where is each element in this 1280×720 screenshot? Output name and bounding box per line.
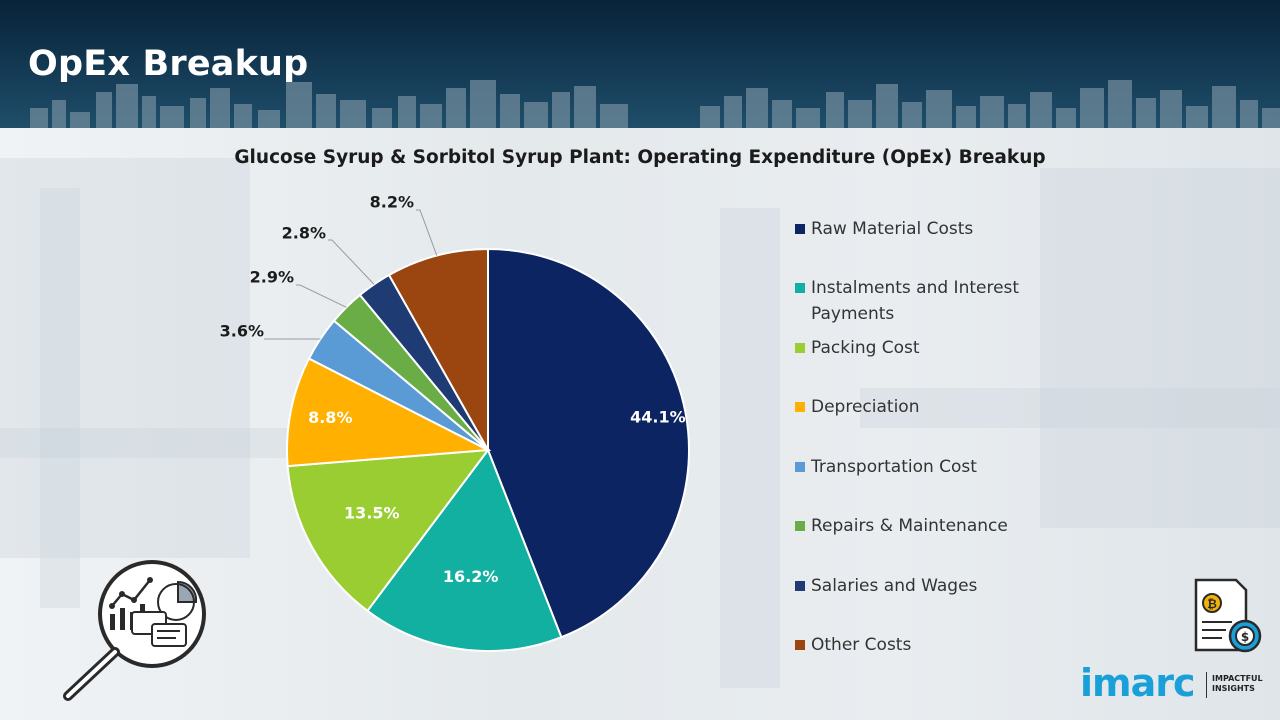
data-label-1: 44.1% (630, 407, 686, 426)
data-label-2: 16.2% (443, 567, 499, 586)
chart-title: Glucose Syrup & Sorbitol Syrup Plant: Op… (234, 147, 1046, 168)
header-banner: OpEx Breakup (0, 0, 1280, 128)
legend-label: Other Costs (811, 635, 912, 655)
svg-text:₿: ₿ (1207, 597, 1217, 611)
data-label-7: 2.8% (282, 224, 326, 243)
page-title: OpEx Breakup (28, 44, 309, 84)
data-label-3: 13.5% (344, 504, 400, 523)
leader-line-8 (416, 209, 438, 256)
pie-slice-4 (286, 357, 492, 468)
logo-brand: imarc (1080, 661, 1196, 705)
legend-label: Repairs & Maintenance (811, 516, 1008, 536)
legend-item-6: Repairs & Maintenance (795, 513, 1055, 539)
legend-swatch (795, 343, 805, 353)
legend-label: Depreciation (811, 397, 920, 417)
legend-label: Packing Cost (811, 338, 920, 358)
leader-line-7 (328, 239, 375, 285)
data-label-5: 3.6% (220, 322, 264, 341)
data-labels: 44.1% 16.2% 13.5% 8.8% 3.6% 2.9% 2.8% 8.2% (220, 193, 686, 586)
pie-slice-8 (387, 247, 489, 454)
pie-slices (286, 247, 690, 652)
leader-lines (264, 209, 438, 340)
leader-line-6 (296, 284, 347, 308)
logo-tagline-1: IMPACTFUL (1212, 674, 1263, 683)
legend-swatch (795, 640, 805, 650)
imarc-logo: imarc IMPACTFUL INSIGHTS (1080, 658, 1270, 708)
legend-item-5: Transportation Cost (795, 454, 1055, 480)
pie-slice-3 (286, 448, 491, 613)
cost-document-icon: ₿ $ (1194, 578, 1262, 653)
logo-divider (1206, 672, 1207, 698)
legend-item-1: Raw Material Costs (795, 216, 1055, 242)
data-label-8: 8.2% (370, 193, 414, 212)
legend-label: Raw Material Costs (811, 219, 974, 239)
legend-label: Transportation Cost (811, 457, 977, 477)
svg-text:$: $ (1241, 630, 1249, 644)
legend-item-7: Salaries and Wages (795, 573, 1055, 599)
pie-slice-1 (487, 247, 690, 639)
pie-slice-2 (366, 447, 563, 652)
legend-item-3: Packing Cost (795, 335, 1055, 361)
logo-tagline-2: INSIGHTS (1212, 684, 1255, 693)
data-label-6: 2.9% (250, 268, 294, 287)
legend-label: Salaries and Wages (811, 576, 978, 596)
legend-item-8: Other Costs (795, 632, 1055, 658)
magnifier-analytics-icon (63, 560, 206, 701)
legend-swatch (795, 283, 805, 293)
legend-swatch (795, 581, 805, 591)
legend-swatch (795, 402, 805, 412)
legend-item-4: Depreciation (795, 394, 1055, 420)
data-label-4: 8.8% (308, 408, 352, 427)
logo-tagline: IMPACTFUL INSIGHTS (1212, 674, 1263, 694)
legend-swatch (795, 224, 805, 234)
legend-label: Instalments and Interest Payments (811, 278, 1020, 324)
legend-item-2: Instalments and Interest Payments (795, 275, 1055, 327)
skyline-decoration (30, 80, 1280, 128)
legend-swatch (795, 521, 805, 531)
legend-swatch (795, 462, 805, 472)
